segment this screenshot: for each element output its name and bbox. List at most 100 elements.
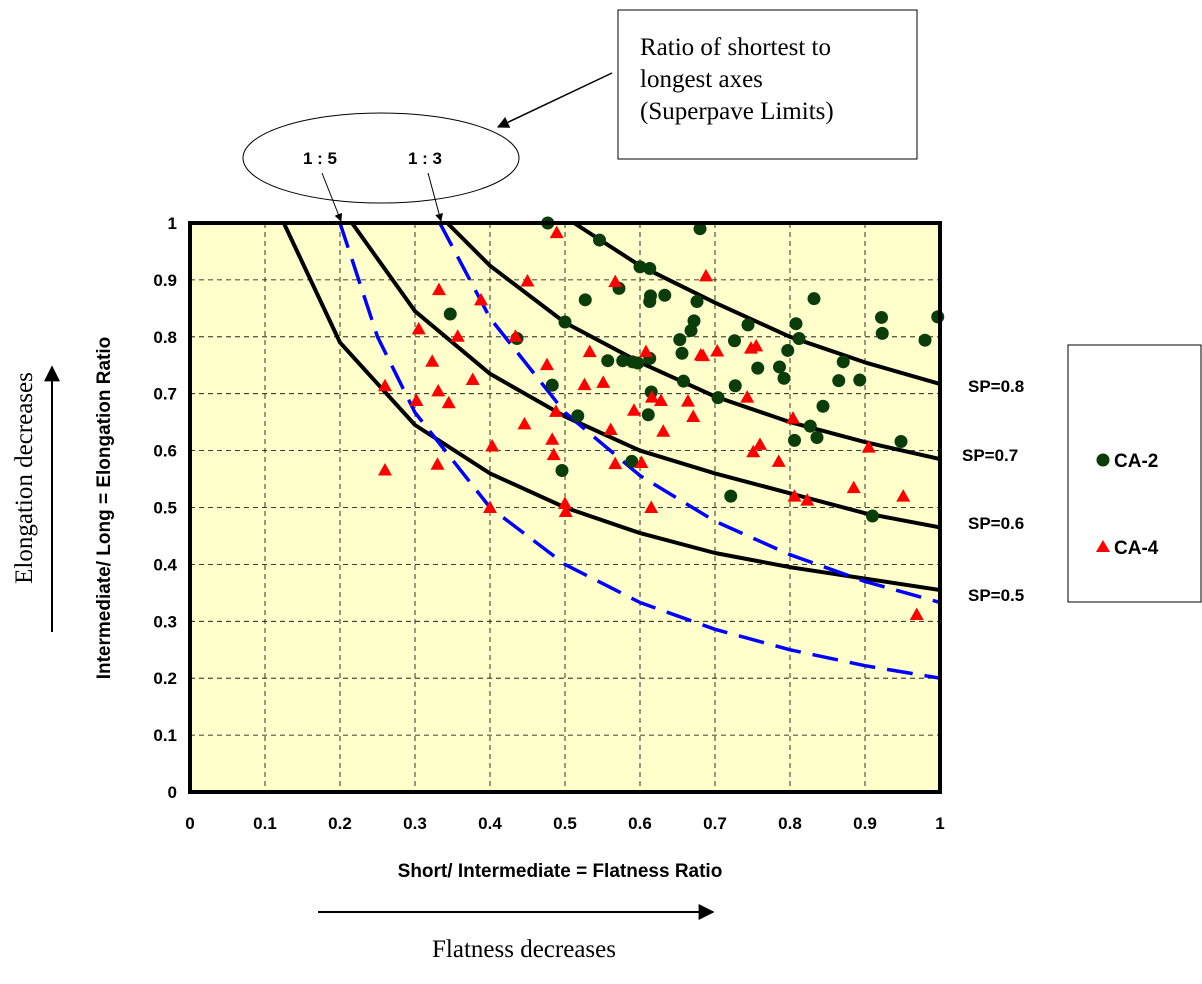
point-ca-2: [918, 333, 932, 347]
point-ca-4: [549, 404, 563, 417]
legend-label-ca4: CA-4: [1114, 538, 1159, 559]
point-ca-2: [777, 371, 791, 385]
point-ca-4: [753, 437, 767, 450]
callout: Ratio of shortest to longest axes (Super…: [496, 9, 918, 160]
point-ca-2: [631, 356, 645, 370]
point-ca-4: [549, 225, 564, 239]
point-ca-2: [571, 409, 585, 423]
x-tick-label: 0.1: [253, 814, 277, 833]
y-tick-label: 0.8: [153, 328, 177, 347]
ratio-arrow-1-3: [427, 172, 443, 222]
x-tick-label: 0: [185, 814, 194, 833]
y-tick-label: 0.6: [153, 442, 177, 461]
point-ca-2: [658, 288, 672, 302]
curve-line: [350, 223, 940, 530]
point-ca-4: [608, 456, 623, 470]
elongation-arrow-label: Elongation decreases: [11, 372, 38, 584]
curve-label-sp08: SP=0.8: [968, 377, 1024, 396]
point-ca-2: [807, 292, 821, 306]
curve-line: [281, 223, 940, 592]
point-ca-4: [639, 344, 653, 358]
point-ca-2: [781, 343, 795, 357]
flatness-arrow-label: Flatness decreases: [432, 936, 616, 963]
point-ca-2: [728, 334, 741, 348]
x-tick-label: 0.3: [403, 814, 427, 833]
point-ca-2: [832, 374, 846, 388]
point-ca-4: [582, 344, 597, 358]
point-ca-2: [789, 317, 803, 331]
point-ca-4: [645, 390, 659, 403]
point-ca-4: [696, 348, 710, 362]
point-ca-4: [596, 375, 611, 388]
curve-label-sp05: SP=0.5: [968, 586, 1024, 605]
point-ca-4: [861, 440, 876, 453]
ratio-ellipse: 1 : 5 1 : 3: [242, 112, 520, 222]
x-tick-label: 0.5: [553, 814, 577, 833]
point-ca-4: [558, 496, 572, 510]
point-ca-4: [474, 292, 488, 306]
callout-arrow: [496, 72, 613, 128]
point-ca-2: [558, 315, 572, 329]
point-ca-4: [656, 424, 671, 437]
callout-line-2: longest axes: [640, 66, 763, 93]
point-ca-4: [520, 274, 535, 287]
point-ca-4: [431, 383, 446, 397]
y-tick-label: 0.7: [153, 385, 177, 404]
y-tick-labels: 0 0.1 0.2 0.3 0.4 0.5 0.6 0.7 0.8 0.9 1: [153, 214, 177, 802]
point-ca-2: [751, 361, 765, 375]
x-tick-label: 0.9: [853, 814, 877, 833]
point-ca-2: [443, 307, 457, 321]
ratio-arrow-1-5: [321, 172, 343, 222]
reference-curves: [281, 223, 940, 680]
point-ca-4: [540, 357, 554, 371]
point-ca-4: [699, 268, 713, 282]
point-ca-4: [485, 439, 500, 452]
point-ca-2: [601, 354, 615, 368]
point-ca-4: [681, 394, 695, 407]
point-ca-2: [741, 318, 755, 332]
point-ca-2: [555, 464, 569, 478]
point-ca-2: [693, 222, 707, 236]
point-ca-2: [578, 293, 592, 307]
y-tick-label: 0.4: [153, 555, 177, 574]
point-ca-4: [441, 395, 456, 409]
y-axis-title: Intermediate/ Long = Elongation Ratio: [94, 337, 115, 680]
point-ca-2: [792, 332, 806, 346]
point-ca-2: [931, 310, 945, 324]
x-tick-label: 0.7: [703, 814, 727, 833]
y-tick-label: 0.1: [153, 726, 177, 745]
point-ca-2: [643, 262, 657, 276]
point-ca-4: [909, 607, 924, 620]
x-tick-label: 0.8: [778, 814, 802, 833]
point-ca-4: [787, 489, 802, 502]
point-ca-2: [545, 378, 559, 392]
point-ca-4: [608, 274, 623, 288]
legend-label-ca2: CA-2: [1114, 451, 1158, 472]
point-ca-2: [875, 310, 888, 324]
callout-line-3: (Superpave Limits): [640, 98, 834, 125]
point-ca-4: [740, 390, 755, 403]
y-tick-label: 1: [168, 214, 177, 233]
point-ca-4: [508, 329, 523, 342]
ratio-label-1-3: 1 : 3: [408, 149, 442, 168]
point-ca-4: [430, 457, 445, 470]
y-tick-label: 0.5: [153, 499, 177, 518]
point-ca-4: [577, 377, 592, 391]
legend-marker-ca4: [1096, 540, 1110, 552]
point-ca-4: [411, 321, 426, 335]
x-tick-label: 1: [935, 814, 944, 833]
point-ca-4: [465, 372, 480, 385]
ratio-label-1-5: 1 : 5: [303, 149, 337, 168]
legend: CA-2 CA-4: [1067, 344, 1202, 603]
point-ca-2: [593, 233, 606, 247]
point-ca-2: [803, 419, 817, 433]
curve-line: [438, 223, 940, 605]
point-ca-4: [749, 338, 764, 352]
point-ca-4: [378, 462, 392, 476]
point-ca-2: [724, 489, 738, 503]
x-tick-labels: 0 0.1 0.2 0.3 0.4 0.5 0.6 0.7 0.8 0.9 1: [185, 814, 944, 833]
point-ca-4: [558, 504, 573, 517]
y-tick-label: 0: [168, 783, 177, 802]
x-tick-label: 0.4: [478, 814, 502, 833]
point-ca-2: [773, 360, 786, 374]
